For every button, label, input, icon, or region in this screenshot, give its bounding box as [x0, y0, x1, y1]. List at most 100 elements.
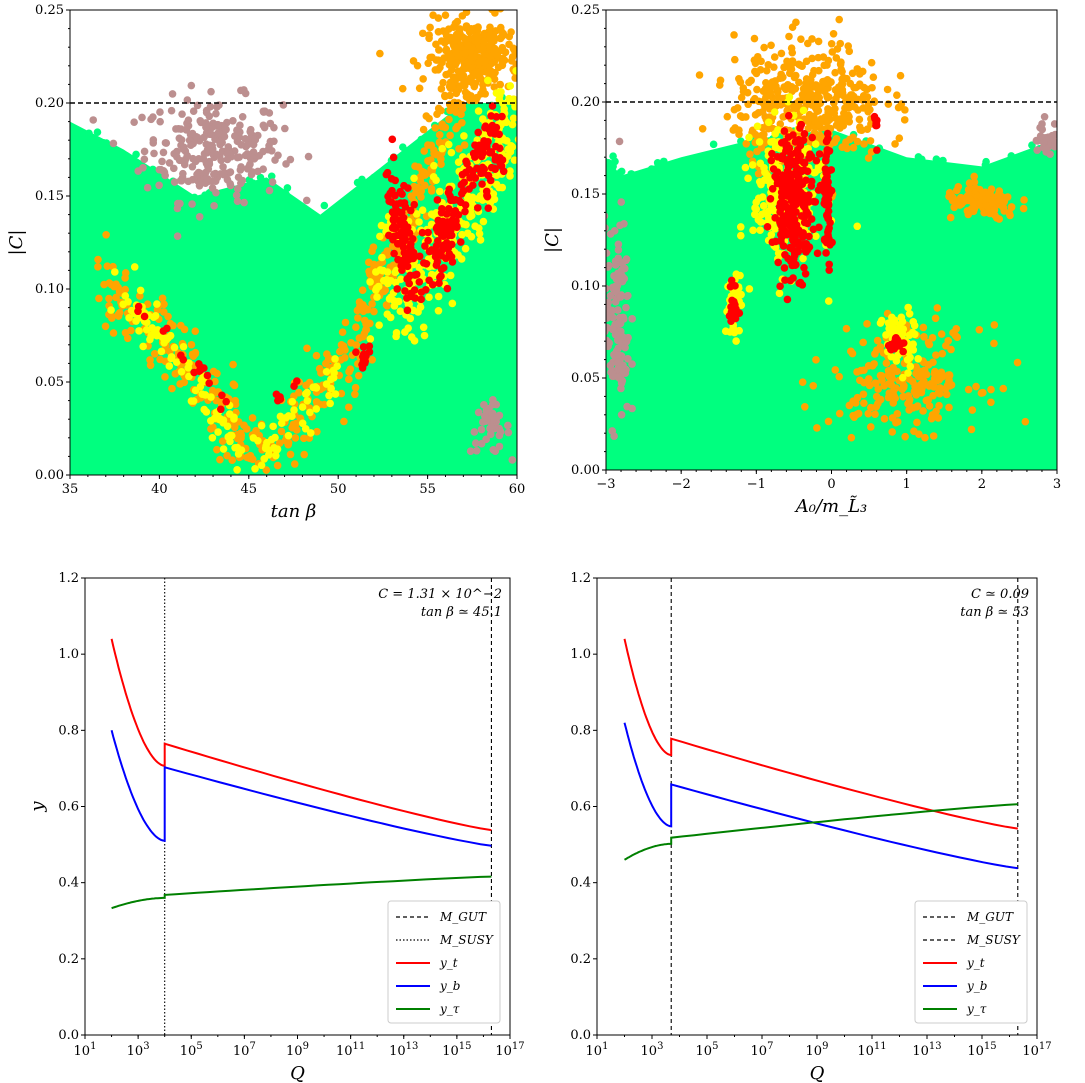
point-yellow: [429, 173, 438, 181]
point-yellow: [492, 89, 501, 97]
point-rosybrown: [612, 351, 621, 360]
x-tick-label: −3: [596, 477, 615, 492]
y-tick-label: 1.0: [58, 647, 79, 662]
point-green: [647, 165, 656, 173]
point-orange: [942, 390, 951, 399]
point-rosybrown: [472, 446, 481, 455]
point-red: [410, 200, 419, 209]
point-orange: [884, 370, 893, 379]
point-yellow: [277, 419, 286, 427]
point-orange: [121, 274, 129, 282]
point-orange: [967, 205, 976, 213]
point-red: [447, 253, 456, 261]
axes-frame: [69, 9, 518, 476]
point-red: [823, 211, 832, 220]
point-orange: [824, 417, 833, 426]
point-orange: [970, 172, 978, 181]
point-red: [358, 352, 367, 361]
point-orange: [459, 71, 468, 80]
point-orange: [913, 402, 922, 410]
x-axis-label: tan β: [271, 501, 317, 522]
point-orange: [437, 85, 446, 93]
point-orange: [917, 380, 925, 389]
point-red: [797, 212, 806, 220]
point-orange: [900, 116, 909, 124]
point-rosybrown: [195, 212, 204, 221]
point-green: [1053, 302, 1057, 311]
point-orange: [191, 350, 199, 358]
point-orange: [836, 39, 845, 48]
point-orange: [987, 398, 995, 407]
point-rosybrown: [259, 121, 268, 130]
point-rosybrown: [219, 163, 227, 171]
point-red: [140, 312, 149, 321]
point-orange: [932, 407, 940, 416]
point-orange: [985, 205, 993, 214]
point-orange: [303, 344, 311, 353]
point-orange: [345, 375, 353, 384]
point-yellow: [895, 321, 904, 329]
point-orange: [829, 29, 838, 38]
point-rosybrown: [617, 410, 626, 419]
point-yellow: [476, 236, 485, 244]
point-orange: [899, 392, 907, 401]
point-orange: [901, 106, 909, 114]
point-red: [403, 262, 412, 271]
point-red: [365, 342, 374, 350]
point-orange: [370, 307, 378, 316]
point-orange: [471, 69, 480, 78]
point-yellow: [853, 222, 862, 231]
point-rosybrown: [216, 138, 224, 147]
y-tick-label: 0.05: [571, 371, 600, 386]
point-orange: [742, 139, 751, 148]
point-orange: [496, 80, 504, 89]
point-rosybrown: [614, 254, 623, 263]
point-rosybrown: [223, 155, 232, 164]
point-yellow: [219, 445, 228, 453]
point-rosybrown: [211, 177, 220, 186]
point-orange: [780, 63, 788, 72]
point-red: [433, 196, 442, 204]
x-tick-label: 3: [1053, 477, 1061, 492]
point-orange: [758, 131, 766, 140]
point-green: [417, 135, 426, 144]
point-yellow: [125, 314, 133, 322]
point-orange: [917, 370, 926, 378]
point-rosybrown: [173, 147, 181, 156]
point-rosybrown: [614, 336, 622, 345]
point-yellow: [745, 285, 754, 293]
point-rosybrown: [233, 197, 242, 205]
point-yellow: [412, 210, 421, 218]
point-orange: [467, 53, 475, 62]
point-orange: [426, 23, 434, 32]
point-orange: [457, 110, 465, 119]
point-orange: [438, 120, 447, 129]
point-orange: [351, 383, 360, 392]
point-red: [471, 153, 479, 161]
point-rosybrown: [173, 232, 182, 241]
y-tick-label: 1.2: [570, 571, 591, 586]
point-red: [403, 306, 412, 315]
point-orange: [469, 79, 477, 87]
point-yellow: [458, 230, 466, 239]
point-orange: [868, 362, 877, 370]
point-rosybrown: [181, 157, 189, 165]
y-tick-label: 1.0: [570, 647, 591, 662]
point-red: [893, 336, 902, 344]
point-red: [481, 123, 489, 132]
point-rosybrown: [200, 133, 208, 142]
point-rosybrown: [620, 264, 629, 273]
point-red: [776, 282, 784, 291]
point-orange: [291, 434, 300, 442]
point-orange: [844, 42, 853, 50]
point-orange: [786, 65, 795, 74]
point-rosybrown: [259, 107, 268, 116]
point-yellow: [333, 362, 342, 371]
point-orange: [102, 231, 110, 239]
point-orange: [1021, 417, 1030, 426]
point-orange: [785, 32, 793, 41]
y-tick-label: 0.25: [571, 3, 600, 18]
point-orange: [1007, 203, 1016, 211]
point-yellow: [124, 297, 132, 306]
point-red: [388, 135, 397, 144]
